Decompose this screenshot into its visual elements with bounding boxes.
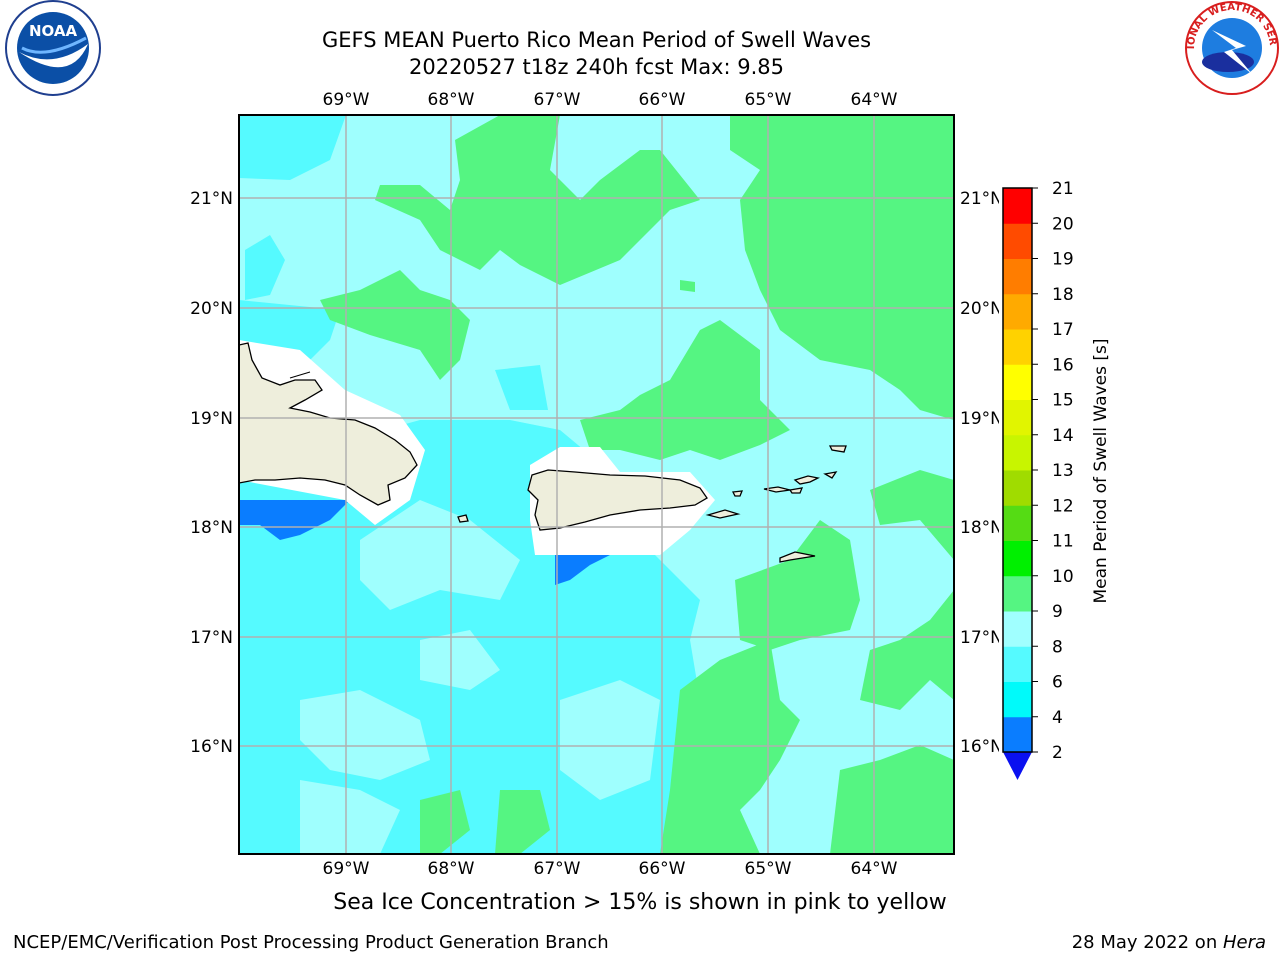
colorbar-tick-label: 9 (1052, 602, 1063, 622)
colorbar-bin (1003, 399, 1032, 436)
colorbar-tick-label: 20 (1052, 214, 1074, 234)
svg-text:67°W: 67°W (534, 859, 581, 879)
colorbar-bin (1003, 505, 1032, 541)
svg-text:NATIONAL WEATHER SERVICE: NATIONAL WEATHER SERVICE (0, 0, 1278, 49)
anegada (828, 445, 847, 453)
colorbar-ticks: 2 4 6 8 9 10 11 12 13 14 15 16 17 18 19 20 21 (1032, 179, 1074, 763)
svg-text:68°W: 68°W (428, 90, 475, 110)
svg-text:19°N: 19°N (960, 409, 1003, 429)
colorbar-bin (1003, 470, 1032, 506)
colorbar-bin (1003, 293, 1032, 330)
nws-logo: NATIONAL WEATHER SERVICE (0, 0, 1279, 95)
svg-text:66°W: 66°W (639, 859, 686, 879)
colorbar: 2 4 6 8 9 10 11 12 13 14 15 16 17 18 19 20 21 Mean Perio… (999, 179, 1111, 780)
colorbar-tick-label: 16 (1052, 355, 1074, 375)
colorbar-label: Mean Period of Swell Waves [s] (1091, 339, 1111, 604)
svg-text:64°W: 64°W (851, 90, 898, 110)
footer-date: 28 May 2022 on (1071, 932, 1223, 953)
colorbar-tick-label: 13 (1052, 461, 1074, 481)
svg-text:20°N: 20°N (960, 299, 1003, 319)
lat-labels-left: 21°N 20°N 19°N 18°N 17°N 16°N (190, 189, 233, 757)
map-title: GEFS MEAN Puerto Rico Mean Period of Swe… (321, 28, 872, 52)
culebra (732, 490, 744, 497)
colorbar-bin (1003, 681, 1032, 718)
map-frame (238, 114, 955, 855)
colorbar-under-triangle (1003, 752, 1032, 780)
lon-labels-bottom: 69°W 68°W 67°W 66°W 65°W 64°W (323, 859, 898, 879)
colorbar-bin (1003, 575, 1032, 612)
colorbar-bin (1003, 716, 1032, 753)
colorbar-bin (1003, 329, 1032, 365)
colorbar-bin (1003, 540, 1032, 577)
swell-4-6-regions (239, 500, 610, 585)
colorbar-bin (1003, 258, 1032, 295)
graticule (239, 115, 954, 854)
colorbar-tick-label: 8 (1052, 637, 1063, 657)
svg-text:16°N: 16°N (960, 737, 1003, 757)
colorbar-tick-label: 21 (1052, 179, 1074, 199)
colorbar-bin (1003, 611, 1032, 647)
map-panel: 69°W 68°W 67°W 66°W 65°W 64°W 69°W 68°W … (190, 90, 1003, 879)
colorbar-bin (1003, 646, 1032, 682)
colorbar-tick-label: 6 (1052, 673, 1063, 693)
svg-text:68°W: 68°W (428, 859, 475, 879)
lon-labels-top: 69°W 68°W 67°W 66°W 65°W 64°W (323, 90, 898, 110)
svg-text:21°N: 21°N (960, 189, 1003, 209)
svg-text:17°N: 17°N (190, 628, 233, 648)
colorbar-tick-label: 17 (1052, 320, 1074, 340)
hispaniola (239, 342, 418, 506)
colorbar-bin (1003, 434, 1032, 471)
svg-text:20°N: 20°N (190, 299, 233, 319)
svg-text:NOAA: NOAA (29, 22, 78, 40)
colorbar-tick-label: 4 (1052, 708, 1063, 728)
colorbar-tick-label: 19 (1052, 250, 1074, 270)
colorbar-tick-label: 14 (1052, 426, 1074, 446)
svg-text:19°N: 19°N (190, 409, 233, 429)
colorbar-tick-label: 18 (1052, 285, 1074, 305)
svg-text:18°N: 18°N (960, 518, 1003, 538)
svg-text:21°N: 21°N (190, 189, 233, 209)
svg-text:64°W: 64°W (851, 859, 898, 879)
lat-labels-right: 21°N 20°N 19°N 18°N 17°N 16°N (960, 189, 1003, 757)
noaa-logo: NOAA (5, 0, 101, 96)
swell-9-10-regions (320, 115, 954, 854)
footer-right: 28 May 2022 on Hera (1072, 932, 1266, 953)
svg-text:67°W: 67°W (534, 90, 581, 110)
colorbar-tick-label: 12 (1052, 496, 1074, 516)
vieques (705, 509, 741, 519)
svg-text:17°N: 17°N (960, 628, 1003, 648)
colorbar-tick-label: 2 (1052, 743, 1063, 763)
svg-text:16°N: 16°N (190, 737, 233, 757)
colorbar-bin (1003, 223, 1032, 259)
colorbar-bin (1003, 364, 1032, 400)
svg-text:66°W: 66°W (639, 90, 686, 110)
sea-ice-note: Sea Ice Concentration > 15% is shown in … (333, 890, 947, 915)
svg-text:69°W: 69°W (323, 859, 370, 879)
map-forecast-info: 20220527 t18z 240h fcst Max: 9.85 (409, 55, 784, 79)
svg-text:65°W: 65°W (745, 859, 792, 879)
mona-island (457, 514, 469, 523)
colorbar-tick-label: 11 (1052, 532, 1074, 552)
footer-machine: Hera (1222, 932, 1266, 953)
footer-left: NCEP/EMC/Verification Post Processing Pr… (13, 932, 609, 953)
svg-text:69°W: 69°W (323, 90, 370, 110)
st-croix (779, 551, 816, 563)
svg-text:65°W: 65°W (745, 90, 792, 110)
colorbar-bins (1003, 188, 1032, 753)
colorbar-tick-label: 10 (1052, 567, 1074, 587)
colorbar-bin (1003, 188, 1032, 224)
svg-text:18°N: 18°N (190, 518, 233, 538)
colorbar-tick-label: 15 (1052, 391, 1074, 411)
